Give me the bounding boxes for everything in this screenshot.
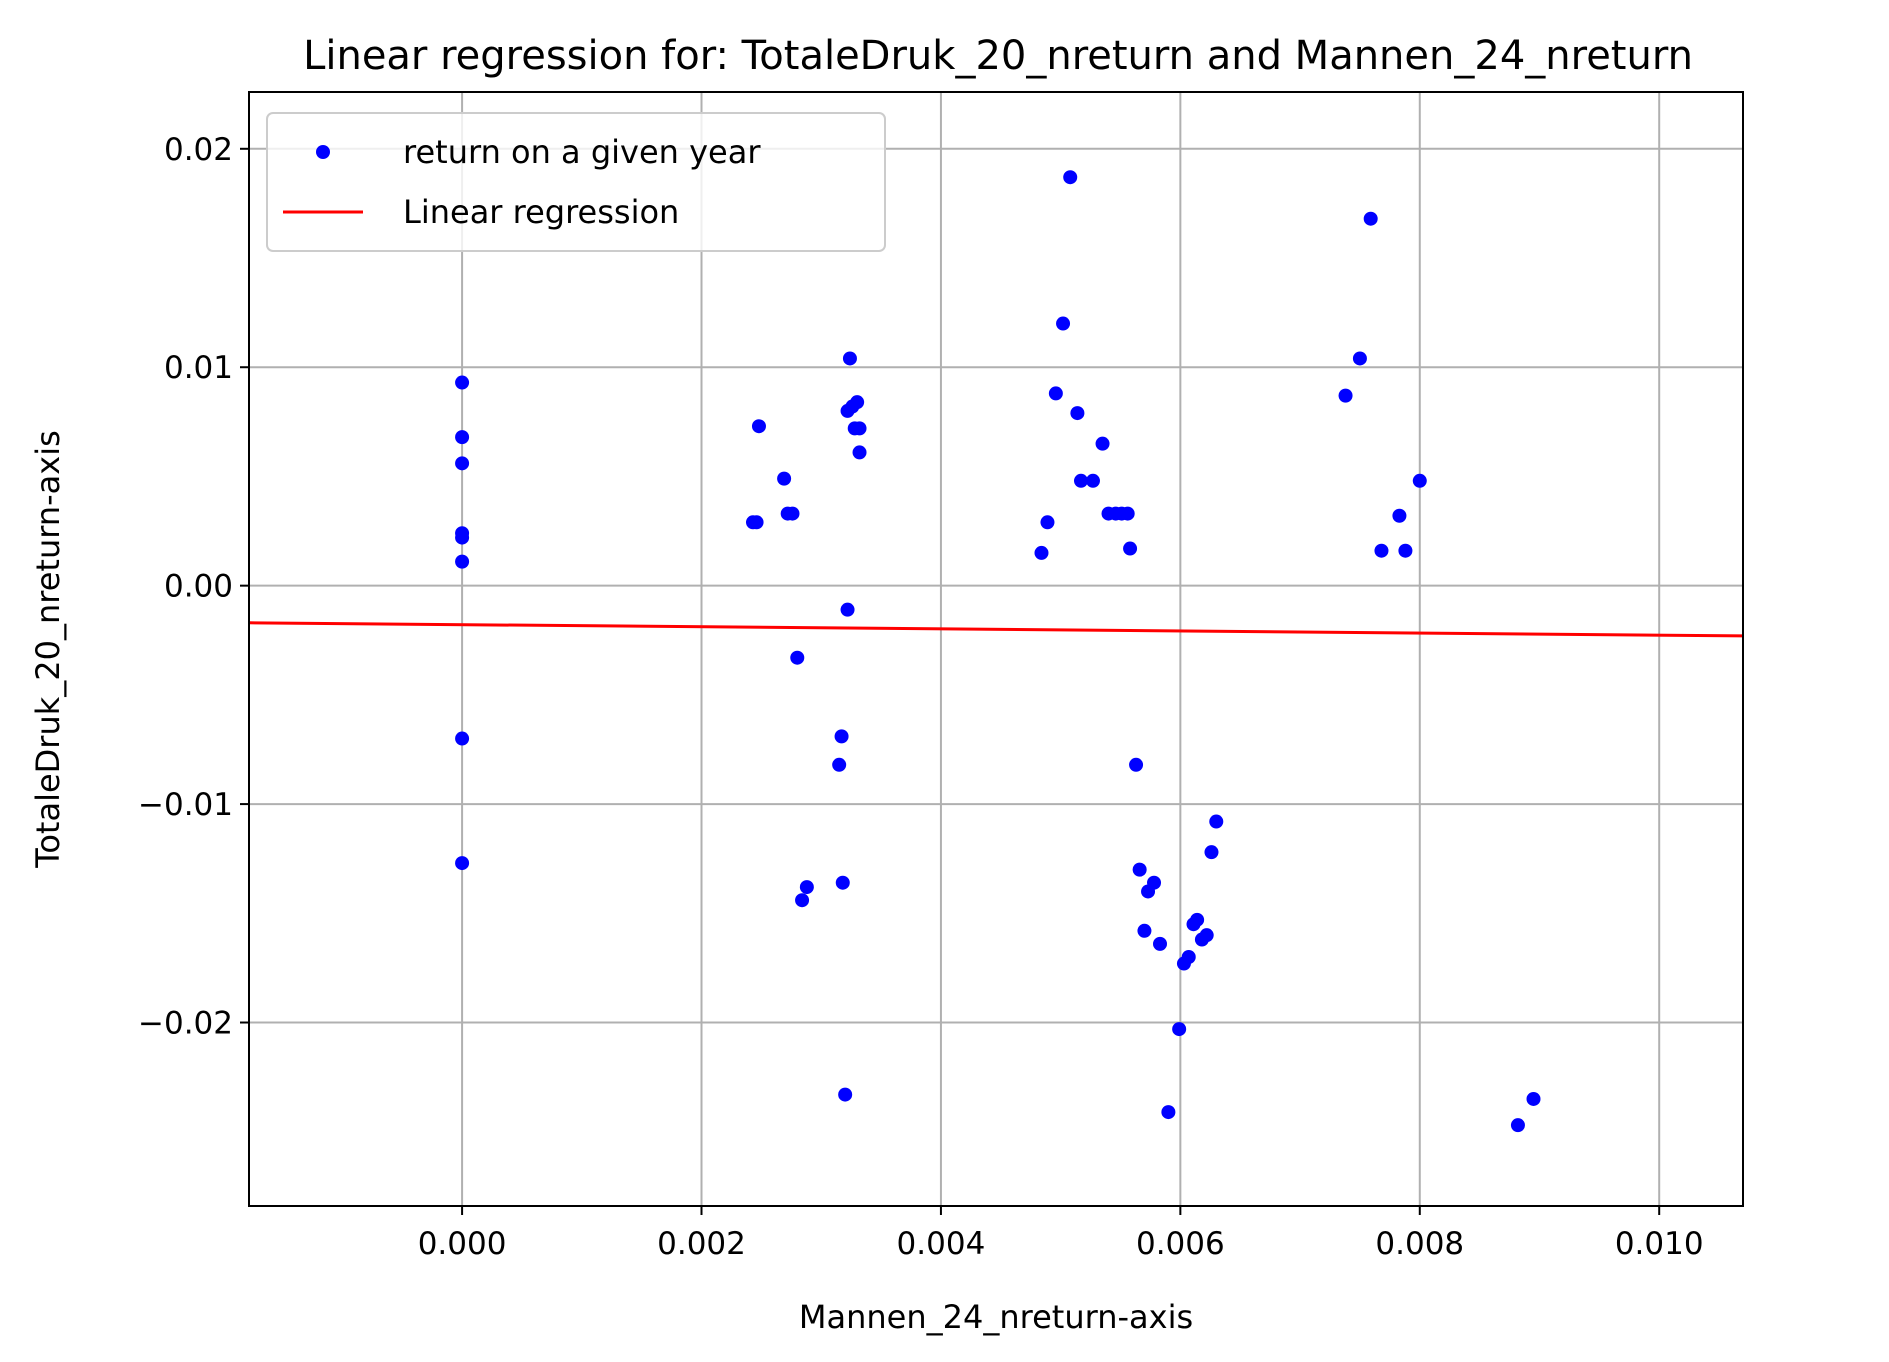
scatter-point — [1398, 543, 1413, 558]
scatter-point — [795, 893, 810, 908]
scatter-point — [1374, 543, 1389, 558]
legend-marker-scatter — [316, 145, 330, 159]
scatter-point — [1137, 923, 1152, 938]
scatter-point — [852, 445, 867, 460]
scatter-point — [840, 602, 855, 617]
scatter-point — [1172, 1022, 1187, 1037]
plot-frame — [248, 91, 1744, 1207]
scatter-point — [1120, 506, 1135, 521]
y-tick-label: 0.00 — [164, 569, 233, 605]
scatter-point — [799, 880, 814, 895]
y-tick-label: 0.02 — [164, 132, 233, 168]
scatter-point — [842, 351, 857, 366]
x-axis-label: Mannen_24_nreturn-axis — [799, 1298, 1193, 1336]
y-tick-label: −0.01 — [138, 787, 233, 823]
scatter-point — [1132, 862, 1147, 877]
scatter-point — [1048, 386, 1063, 401]
scatter-point — [1063, 170, 1078, 185]
scatter-point — [1085, 473, 1100, 488]
scatter-point — [1204, 845, 1219, 860]
scatter-point — [1352, 351, 1367, 366]
legend-box — [266, 112, 886, 252]
plot-area — [249, 92, 1743, 1206]
scatter-point — [1070, 406, 1085, 421]
x-tick-label: 0.010 — [1615, 1226, 1704, 1262]
x-tick-label: 0.000 — [418, 1226, 507, 1262]
scatter-point — [455, 375, 470, 390]
scatter-point — [785, 506, 800, 521]
scatter-point — [777, 471, 792, 486]
y-axis-label: TotaleDruk_20_nreturn-axis — [29, 430, 67, 869]
scatter-point — [850, 395, 865, 410]
scatter-point — [1056, 316, 1071, 331]
chart-title: Linear regression for: TotaleDruk_20_nre… — [303, 33, 1693, 79]
scatter-point — [455, 856, 470, 871]
x-tick-label: 0.008 — [1375, 1226, 1464, 1262]
scatter-point — [1095, 436, 1110, 451]
axis-ticks: 0.000 0.002 0.004 0.006 0.008 0.010 −0.02 −0.01… — [138, 132, 1704, 1262]
scatter-point — [838, 1087, 853, 1102]
scatter-point — [455, 731, 470, 746]
scatter-point — [1510, 1118, 1525, 1133]
legend-label-line: Linear regression — [403, 193, 679, 231]
scatter-point — [1161, 1105, 1176, 1120]
scatter-point — [832, 757, 847, 772]
scatter-point — [751, 419, 766, 434]
scatter-point — [1363, 211, 1378, 226]
x-tick-label: 0.006 — [1136, 1226, 1225, 1262]
legend-label-scatter: return on a given year — [403, 133, 761, 171]
y-tick-label: 0.01 — [164, 350, 233, 386]
scatter-point — [1338, 388, 1353, 403]
scatter-point — [1190, 912, 1205, 927]
scatter-point — [749, 515, 764, 530]
regression-line — [248, 621, 1744, 638]
scatter-point — [1392, 508, 1407, 523]
scatter-point — [455, 456, 470, 471]
y-tick-label: −0.02 — [138, 1006, 233, 1042]
scatter-point — [790, 650, 805, 665]
legend: return on a given year Linear regression — [266, 112, 886, 252]
scatter-point — [1034, 545, 1049, 560]
scatter-point — [1040, 515, 1055, 530]
data-layer — [248, 170, 1744, 1133]
x-tick-label: 0.004 — [897, 1226, 986, 1262]
scatter-point — [1123, 541, 1138, 556]
scatter-point — [1129, 757, 1144, 772]
scatter-point — [1181, 949, 1196, 964]
scatter-point — [1526, 1091, 1541, 1106]
grid-lines — [249, 92, 1743, 1206]
scatter-point — [1209, 814, 1224, 829]
scatter-point — [455, 430, 470, 445]
scatter-point — [1199, 928, 1214, 943]
scatter-point — [455, 554, 470, 569]
x-tick-label: 0.002 — [657, 1226, 746, 1262]
scatter-point — [455, 530, 470, 545]
scatter-point — [852, 421, 867, 436]
scatter-point — [834, 729, 849, 744]
scatter-point — [835, 875, 850, 890]
scatter-point — [1412, 473, 1427, 488]
scatter-point — [1147, 875, 1162, 890]
scatter-point — [1153, 936, 1168, 951]
scatter-point — [1073, 473, 1088, 488]
